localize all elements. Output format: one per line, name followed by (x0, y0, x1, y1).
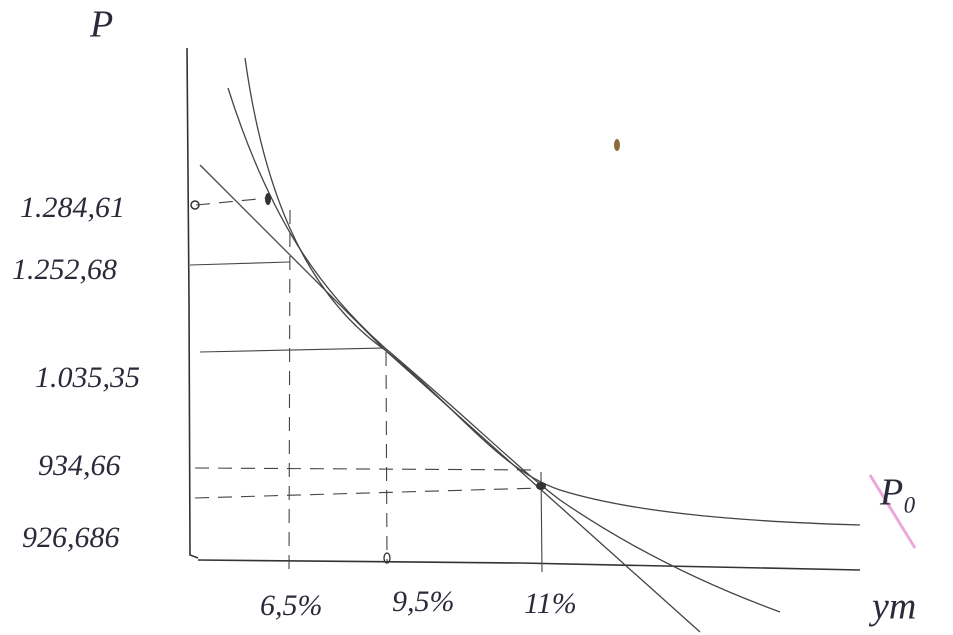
y-axis (187, 48, 198, 558)
x-label: 9,5% (392, 585, 455, 618)
guide-line (200, 348, 385, 352)
guide-line (386, 352, 387, 562)
guide-line (195, 468, 540, 470)
sketch: P ym P₀ 1.284,61 1.252,68 1.035,35 934,6… (0, 0, 953, 635)
page: {"axes": {"y_label": "P", "x_label": "ym… (0, 0, 953, 635)
y-label: 926,686 (22, 521, 120, 554)
point (265, 193, 271, 205)
guide-line (196, 198, 268, 205)
x-label: 6,5% (260, 589, 323, 622)
y-label: 1.035,35 (35, 361, 140, 394)
point (536, 482, 546, 490)
y-label: 934,66 (38, 449, 121, 482)
guide-line (289, 210, 290, 572)
x-axis (198, 560, 860, 570)
price-curve (245, 58, 860, 525)
x-label: 11% (524, 587, 577, 620)
curve-label: P₀ (879, 472, 916, 514)
y-label: 1.284,61 (20, 191, 125, 224)
y-axis-label: P (89, 4, 113, 46)
guide-line (195, 488, 540, 498)
ink-spot (614, 139, 620, 151)
y-label: 1.252,68 (12, 253, 117, 286)
x-axis-label: ym (868, 586, 916, 628)
guide-line (190, 262, 290, 265)
